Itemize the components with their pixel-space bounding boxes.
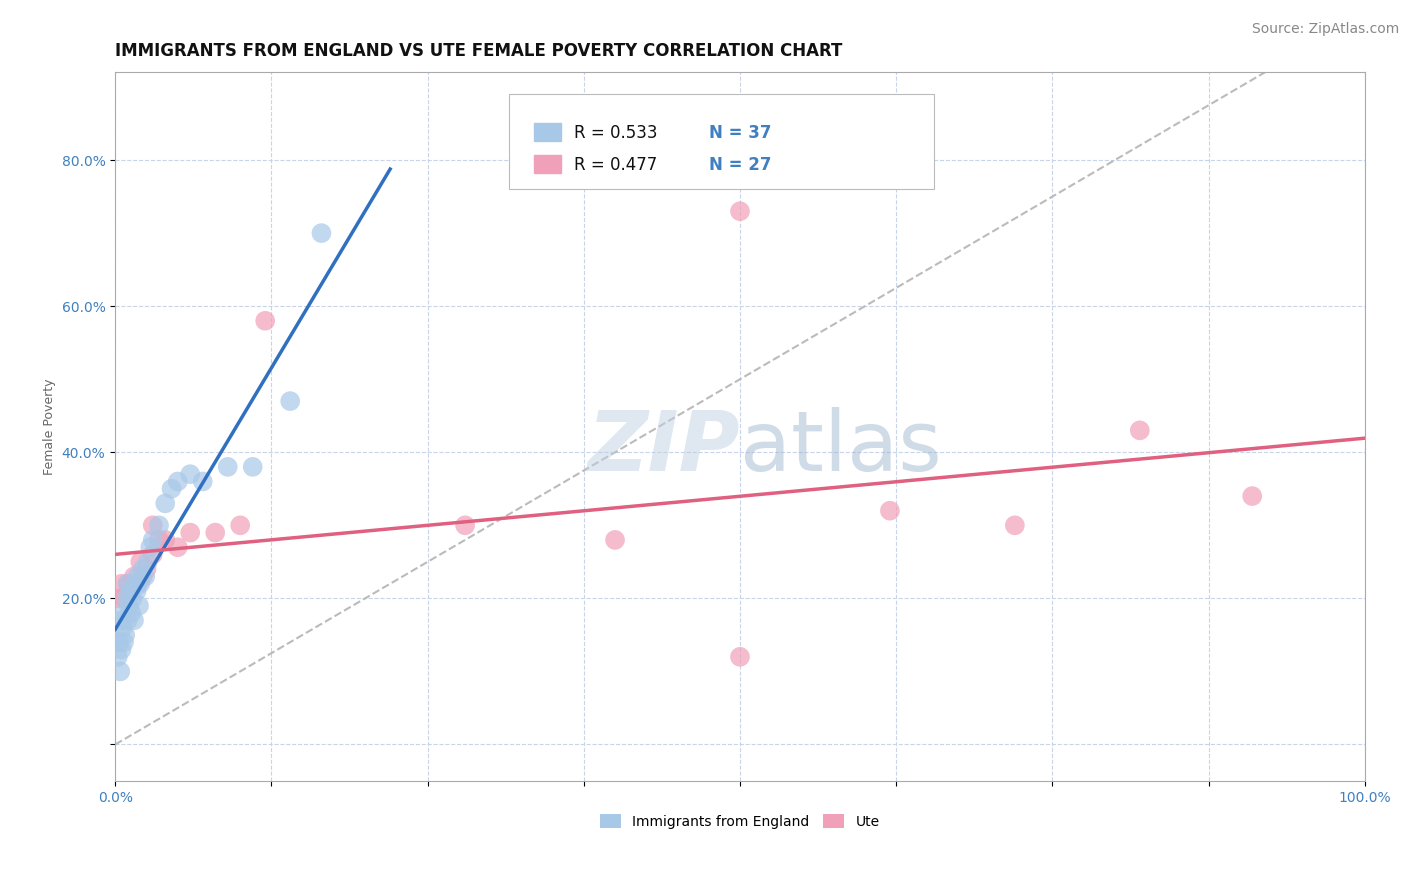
Point [124,576,146,591]
Text: Source: ZipAtlas.com: Source: ZipAtlas.com [1251,22,1399,37]
Point [132,569,155,583]
Point [179,467,201,482]
Point [114,628,136,642]
Point [110,576,132,591]
Point [128,599,150,613]
Point [117,576,139,591]
Point [278,394,301,409]
Point [108,635,131,649]
Point [121,591,143,606]
Point [142,518,165,533]
Point [129,555,152,569]
Point [121,606,143,620]
Point [229,518,252,533]
Point [110,642,132,657]
Point [136,555,159,569]
Point [242,459,264,474]
Point [117,576,139,591]
Point [166,475,188,489]
Point [148,533,170,547]
FancyBboxPatch shape [509,94,934,189]
Point [132,562,155,576]
Point [112,606,135,620]
Point [139,540,162,554]
Point [254,314,277,328]
Point [125,584,148,599]
Point [127,569,149,583]
Point [112,635,135,649]
Point [117,613,139,627]
Point [603,533,626,547]
Point [110,613,132,627]
Point [728,204,751,219]
Point [120,584,142,599]
Point [155,496,177,510]
Point [142,548,165,562]
Text: atlas: atlas [740,408,942,489]
Text: IMMIGRANTS FROM ENGLAND VS UTE FEMALE POVERTY CORRELATION CHART: IMMIGRANTS FROM ENGLAND VS UTE FEMALE PO… [115,42,842,60]
Point [191,475,214,489]
Point [110,665,132,679]
Text: ZIP: ZIP [588,408,740,489]
Text: R = 0.477: R = 0.477 [574,156,657,174]
Point [112,591,135,606]
Point [1129,423,1152,437]
Point [1241,489,1264,503]
Point [311,226,333,240]
Y-axis label: Female Poverty: Female Poverty [44,378,56,475]
FancyBboxPatch shape [534,155,561,173]
Point [160,482,183,496]
Point [179,525,201,540]
Point [454,518,477,533]
Point [127,576,149,591]
Point [115,591,138,606]
Point [166,540,188,554]
Point [129,576,152,591]
Point [142,533,165,547]
Point [107,649,129,664]
Point [879,504,901,518]
Point [120,584,142,599]
Text: R = 0.533: R = 0.533 [574,124,658,143]
Point [118,599,141,613]
Text: N = 27: N = 27 [709,156,772,174]
Point [217,459,239,474]
Legend: Immigrants from England, Ute: Immigrants from England, Ute [595,808,886,834]
Point [1004,518,1026,533]
FancyBboxPatch shape [534,123,561,141]
Point [134,569,156,583]
Point [122,613,145,627]
Text: N = 37: N = 37 [709,124,772,143]
Point [728,649,751,664]
Point [204,525,226,540]
Point [155,533,177,547]
Point [111,621,134,635]
Point [148,518,170,533]
Point [135,562,157,576]
Point [108,591,131,606]
Point [122,569,145,583]
